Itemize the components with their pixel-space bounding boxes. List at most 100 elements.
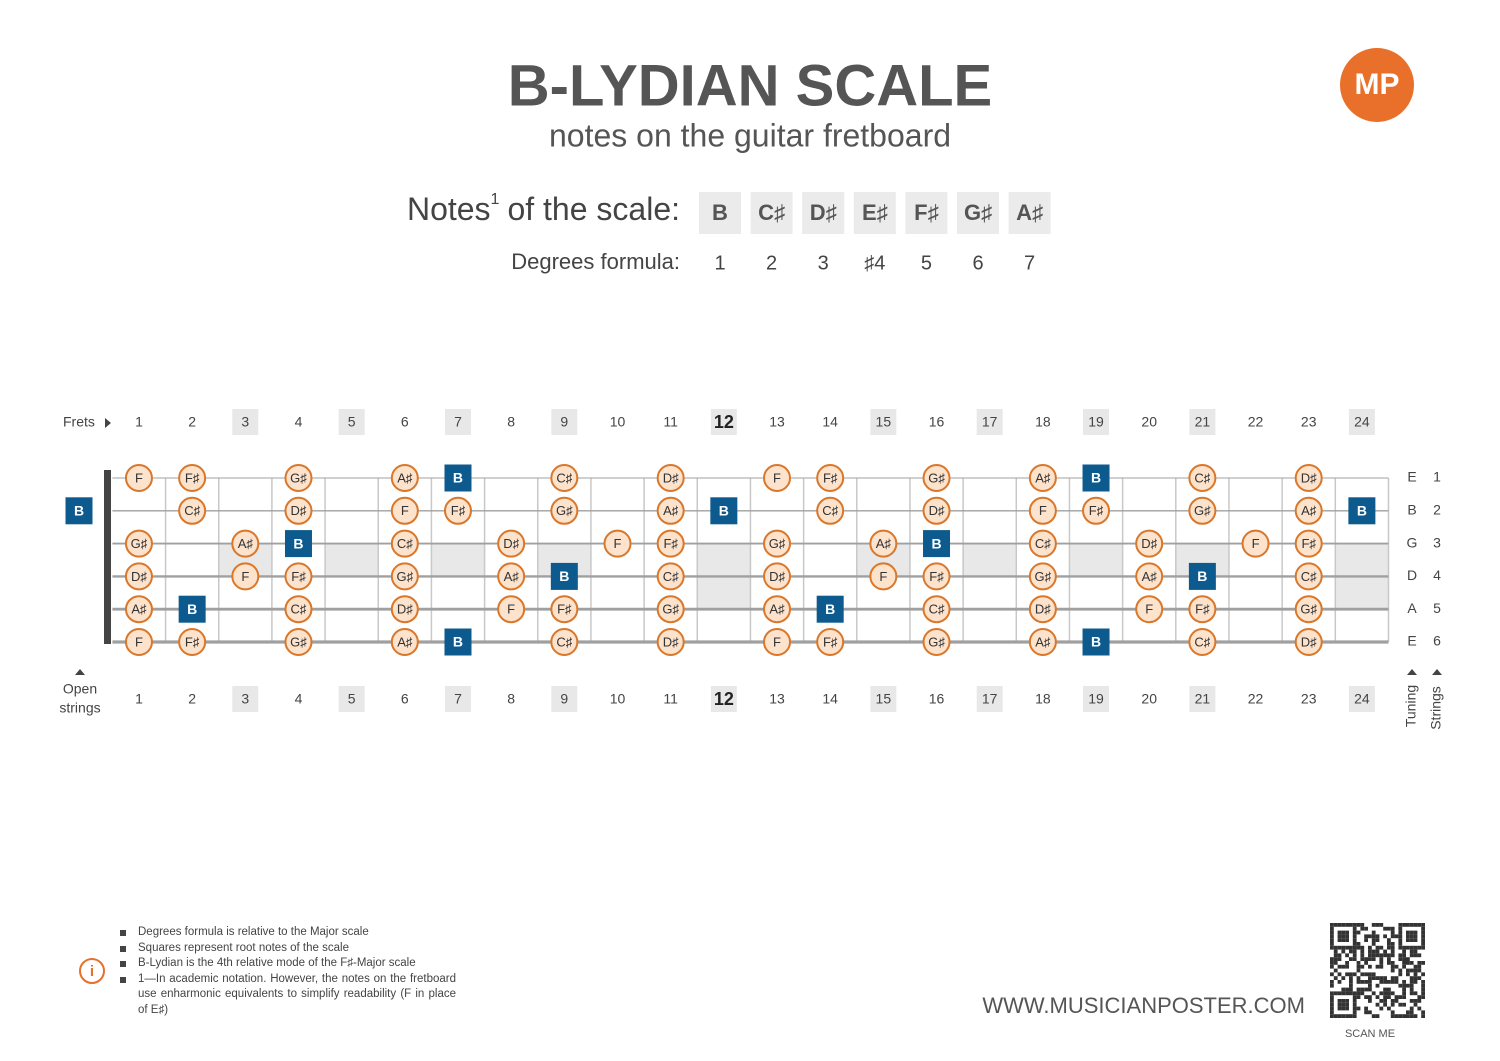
qr-module (1375, 949, 1380, 954)
qr-module (1330, 942, 1334, 946)
qr-module (1368, 945, 1372, 950)
qr-module (1402, 923, 1406, 927)
qr-module (1417, 964, 1422, 969)
logo: MP (1355, 68, 1400, 101)
qr-module (1368, 999, 1372, 1003)
fret-number: 12 (714, 412, 734, 432)
qr-module (1409, 945, 1414, 950)
qr-module (1352, 999, 1357, 1003)
qr-module (1387, 987, 1391, 992)
fret-number: 11 (663, 414, 678, 430)
note-marker (550, 464, 579, 492)
qr-module (1349, 987, 1353, 992)
note: C♯ (822, 503, 838, 518)
qr-module (1330, 991, 1334, 996)
qr-module (1387, 938, 1391, 942)
qr-module (1413, 972, 1418, 977)
qr-module (1398, 923, 1403, 927)
qr-module (1379, 945, 1384, 950)
qr-module (1413, 980, 1418, 984)
qr-module (1413, 923, 1418, 927)
qr-module (1341, 949, 1346, 954)
note-box (905, 192, 948, 234)
qr-module (1413, 1002, 1418, 1007)
qr-module (1371, 976, 1376, 980)
qr-module (1356, 976, 1361, 980)
note-marker (1135, 595, 1164, 624)
qr-module (1413, 1014, 1418, 1018)
qr-module (1368, 976, 1372, 980)
note-marker (497, 595, 526, 624)
fret-number: 5 (348, 691, 356, 707)
fret-number-box (710, 409, 737, 435)
qr-module (1345, 945, 1349, 950)
fret-number: 10 (610, 414, 626, 430)
fret-number: 21 (1195, 691, 1211, 707)
qr-module (1345, 923, 1349, 927)
root-marker (1188, 562, 1216, 590)
root-marker (65, 497, 93, 525)
scale-note: B (712, 200, 728, 225)
arrow (75, 669, 85, 675)
qr-module (1402, 953, 1406, 958)
note-marker (1294, 496, 1323, 525)
qr-module (1371, 934, 1376, 939)
root-note: B (453, 634, 463, 650)
note-box (853, 192, 896, 234)
note-marker (1082, 496, 1111, 525)
qr-module (1330, 980, 1334, 984)
qr-module (1356, 930, 1361, 935)
qr-module (1349, 991, 1353, 996)
qr-module (1349, 945, 1353, 950)
qr-module (1413, 991, 1418, 996)
qr-module (1402, 949, 1406, 954)
fret-number: 8 (507, 414, 515, 430)
qr-module (1398, 957, 1403, 961)
fret-number: 21 (1195, 414, 1211, 430)
fret-number: 24 (1354, 691, 1370, 707)
qr-module (1337, 972, 1342, 977)
qr-module (1330, 1006, 1334, 1011)
qr-module (1371, 972, 1376, 977)
qr-module (1398, 983, 1403, 988)
note-marker (390, 628, 419, 656)
qr-module (1364, 987, 1368, 992)
degree: 5 (921, 252, 932, 274)
qr-module (1387, 957, 1391, 961)
fret-number-box (1083, 409, 1110, 435)
qr-module (1383, 953, 1387, 958)
fret-number: 10 (610, 691, 626, 707)
qr-module (1333, 976, 1338, 980)
string-number: 5 (1433, 600, 1441, 616)
qr-module (1413, 930, 1418, 935)
degree: 2 (766, 252, 777, 274)
qr-module (1360, 987, 1365, 992)
note-marker (1135, 529, 1164, 558)
fret-number-box (338, 686, 365, 712)
note: C♯ (1035, 536, 1051, 551)
qr-module (1379, 976, 1384, 980)
qr-module (1375, 923, 1380, 927)
qr-module (1364, 972, 1368, 977)
note-box (957, 192, 999, 234)
arrow (1432, 669, 1442, 675)
qr-module (1368, 980, 1372, 984)
note-marker (1028, 628, 1057, 656)
qr-module (1333, 923, 1338, 927)
qr-module (1383, 999, 1387, 1003)
qr-module (1330, 926, 1334, 931)
note: F♯ (451, 503, 465, 518)
note-marker (1241, 529, 1270, 558)
qr-module (1409, 980, 1414, 984)
tuning: G (1407, 534, 1418, 550)
qr-module (1345, 938, 1349, 942)
qr-module (1352, 938, 1357, 942)
qr-module (1364, 1010, 1368, 1015)
note-marker (656, 628, 685, 656)
qr-module (1364, 961, 1368, 965)
note-marker (922, 628, 951, 656)
qr-module (1409, 1010, 1414, 1015)
note-marker (763, 464, 792, 492)
note: A♯ (504, 569, 519, 584)
footnotes: Degrees formula is relative to the Major… (118, 925, 456, 1019)
